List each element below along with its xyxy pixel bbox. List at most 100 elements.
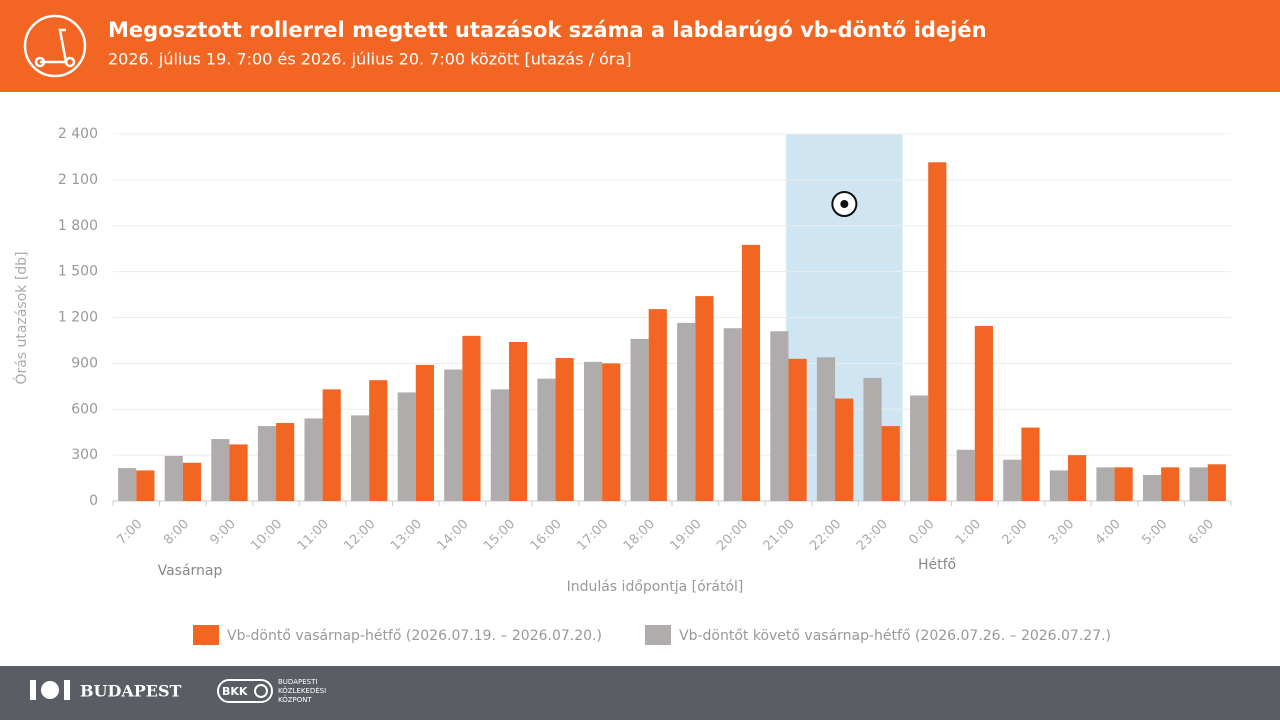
y-axis-label: Órás utazások [db] (12, 251, 30, 384)
bar (863, 377, 882, 501)
bar (974, 325, 993, 501)
x-tick-label: 12:00 (341, 517, 378, 554)
header-bar (0, 0, 1280, 92)
footer-bkk-name: KÖZLEKEDÉSI (278, 686, 326, 695)
budapest-crest (30, 680, 70, 700)
x-tick-label: 11:00 (295, 517, 332, 554)
bar (555, 358, 574, 501)
bar (1003, 459, 1022, 501)
bkk-logo-ring (254, 684, 268, 698)
bar (723, 328, 742, 501)
legend-label: Vb-döntőt követő vasárnap-hétfő (2026.07… (679, 628, 1111, 644)
y-tick-label: 2 400 (58, 126, 98, 142)
y-tick-label: 900 (71, 355, 98, 371)
legend-swatch (645, 625, 671, 645)
bar (1142, 475, 1162, 501)
bar (881, 426, 900, 501)
bar (695, 296, 714, 501)
x-axis-label: Indulás időpontja [órától] (567, 579, 744, 595)
scooter-icon (23, 14, 87, 78)
bar (788, 358, 807, 501)
x-tick-label: 14:00 (435, 517, 472, 554)
x-tick-label: 13:00 (388, 517, 425, 554)
x-tick-label: 19:00 (667, 517, 704, 554)
bar (1049, 470, 1068, 501)
bar (164, 455, 183, 501)
bar (816, 357, 836, 501)
legend-swatch (193, 625, 219, 645)
bkk-logo (217, 679, 273, 703)
x-tick-label: 2:00 (999, 517, 1030, 548)
x-tick-label: 0:00 (906, 517, 937, 548)
bar (1021, 427, 1040, 501)
x-tick-label: 21:00 (761, 517, 798, 554)
bar (1161, 467, 1180, 501)
bar (630, 338, 649, 501)
bar (276, 423, 295, 501)
bar (508, 341, 528, 501)
bar (182, 462, 202, 501)
bar (322, 389, 341, 501)
y-tick-label: 2 100 (58, 172, 98, 188)
y-tick-label: 0 (89, 493, 98, 509)
bar (351, 415, 370, 501)
bar (444, 369, 463, 501)
bar (583, 361, 603, 501)
x-tick-label: 18:00 (621, 517, 658, 554)
bar (910, 395, 929, 501)
footer-bar (0, 666, 1280, 720)
y-tick-label: 600 (71, 401, 98, 417)
legend-label: Vb-döntő vasárnap-hétfő (2026.07.19. – 2… (227, 628, 602, 644)
x-tick-label: 23:00 (854, 517, 891, 554)
bar (1067, 455, 1087, 501)
x-tick-label: 6:00 (1186, 517, 1217, 548)
bar (229, 444, 248, 501)
footer-bkk-name: KÖZPONT (278, 695, 312, 704)
x-tick-label: 7:00 (114, 517, 145, 548)
bar (304, 418, 323, 501)
bar (677, 322, 696, 501)
bar (369, 380, 388, 501)
plot: 0 300 600 900 1 200 1 500 1 800 2 100 2 400 7:00 8… (58, 126, 1232, 554)
x-tick-label: 16:00 (528, 517, 565, 554)
x-tick-label: 5:00 (1139, 517, 1170, 548)
y-tick-label: 1 800 (58, 218, 98, 234)
bar (648, 309, 667, 501)
x-tick-label: 20:00 (714, 517, 751, 554)
day-label: Vasárnap (158, 563, 223, 579)
footer-city: BUDAPEST (80, 682, 182, 701)
chart-title: Megosztott rollerrel megtett utazások sz… (108, 18, 987, 42)
chart-subtitle: 2026. július 19. 7:00 és 2026. július 20… (108, 50, 632, 69)
bar (118, 468, 137, 501)
y-tick-label: 1 200 (58, 310, 98, 326)
x-tick-label: 1:00 (953, 517, 984, 548)
x-tick-label: 9:00 (208, 517, 239, 548)
day-label: Hétfő (918, 557, 956, 573)
x-tick-label: 10:00 (248, 517, 285, 554)
bar (537, 378, 556, 501)
bar (1207, 464, 1226, 501)
bar (1096, 467, 1115, 501)
footer-bkk-name: BUDAPESTI (278, 678, 317, 686)
bar (602, 363, 621, 501)
y-tick-label: 300 (71, 447, 98, 463)
x-tick-label: 17:00 (574, 517, 611, 554)
x-tick-label: 15:00 (481, 517, 518, 554)
bar (741, 244, 761, 502)
bar (462, 335, 481, 501)
bar (956, 449, 975, 501)
x-tick-label: 22:00 (807, 517, 844, 554)
bar (1189, 467, 1208, 501)
bar (397, 392, 416, 501)
football-patch (840, 200, 849, 208)
footer-bkk: BKK (222, 685, 248, 698)
bar (211, 439, 230, 501)
bar (928, 162, 947, 501)
y-tick-label: 1 500 (58, 264, 98, 280)
bar (257, 426, 277, 501)
x-tick-label: 3:00 (1046, 517, 1077, 548)
x-tick-label: 8:00 (161, 517, 192, 548)
bar (415, 364, 434, 501)
bar (136, 470, 155, 501)
